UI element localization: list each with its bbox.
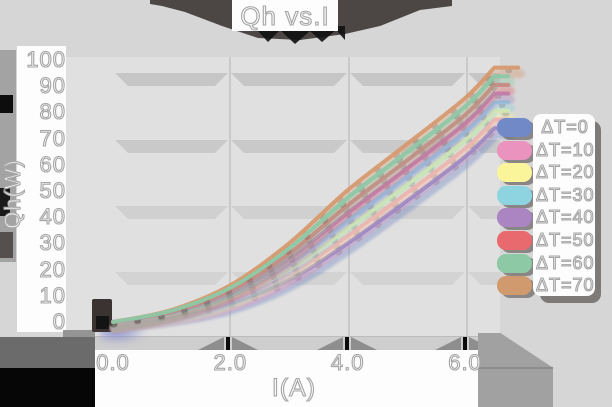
- gridline-band: [115, 73, 228, 86]
- legend-label: ΔT=30: [535, 184, 595, 205]
- x-tick-label: 0.0: [96, 350, 130, 375]
- legend-box: [533, 114, 595, 296]
- legend-swatch: [497, 163, 532, 183]
- left-edge-dark-mark: [0, 95, 13, 113]
- x-tick-mark: [463, 337, 467, 350]
- legend-swatch: [497, 140, 532, 160]
- legend-label: ΔT=70: [535, 275, 595, 296]
- bottom-left-black-block: [0, 368, 95, 407]
- x-tick-mark: [345, 337, 349, 350]
- legend-label: ΔT=10: [535, 139, 595, 160]
- y-tick-label: 50: [39, 177, 66, 203]
- legend-label: ΔT=20: [535, 162, 595, 183]
- x-tick-label: 4.0: [330, 350, 365, 375]
- x-axis-label: I(A): [271, 373, 317, 402]
- axis-shadow-strip: [66, 337, 485, 350]
- curve-dt-60: [111, 74, 511, 324]
- curve-dt-60: [110, 76, 511, 328]
- gridline-band: [231, 73, 347, 86]
- x-tick-panel: [95, 350, 483, 407]
- vertical-gridline: [465, 57, 468, 337]
- y-tick-label: 100: [26, 46, 66, 72]
- legend-label: ΔT=60: [535, 252, 595, 273]
- gridline-band: [231, 140, 347, 153]
- y-tick-label: 60: [39, 151, 66, 177]
- legend-swatch: [497, 231, 532, 250]
- x-tick-mark: [226, 337, 230, 350]
- title-background: [232, 0, 338, 31]
- legend-swatch: [497, 118, 532, 137]
- curve-dt-60: [110, 77, 515, 333]
- y-tick-label: 30: [39, 230, 66, 256]
- chart-title: Qh vs.I: [240, 0, 330, 31]
- y-tick-label: 20: [39, 256, 66, 282]
- gridline-band: [350, 73, 465, 86]
- y-tick-label: 80: [39, 99, 66, 125]
- legend-swatch: [497, 208, 532, 228]
- legend-label: ΔT=40: [535, 207, 595, 228]
- x-tick-label: 2.0: [213, 350, 248, 375]
- origin-dark-blob-inner: [96, 316, 109, 329]
- legend-swatch: [497, 253, 532, 273]
- bottom-right-gray-line: [478, 367, 553, 369]
- gridline-band: [115, 206, 228, 219]
- gridline-band: [350, 272, 465, 285]
- y-tick-label: 40: [39, 204, 66, 230]
- vertical-gridline: [228, 57, 231, 337]
- x-tick-label: 6.0: [448, 350, 482, 375]
- curve-dt-70: [111, 65, 521, 324]
- legend-swatch: [497, 185, 532, 205]
- legend-label: ΔT=50: [535, 229, 595, 250]
- y-tick-label: 70: [39, 125, 66, 151]
- gridline-band: [115, 272, 228, 285]
- left-edge-dark-mark: [0, 188, 10, 216]
- legend-label: ΔT=0: [541, 116, 589, 137]
- bottom-left-gray-block: [0, 337, 95, 368]
- y-tick-panel: [17, 46, 66, 332]
- y-tick-label: 90: [39, 73, 66, 99]
- legend-swatch: [497, 276, 532, 296]
- y-tick-label: 0: [52, 308, 66, 334]
- gridline-band: [115, 140, 228, 153]
- y-tick-label: 10: [39, 282, 66, 308]
- left-edge-dark-mark: [0, 232, 13, 258]
